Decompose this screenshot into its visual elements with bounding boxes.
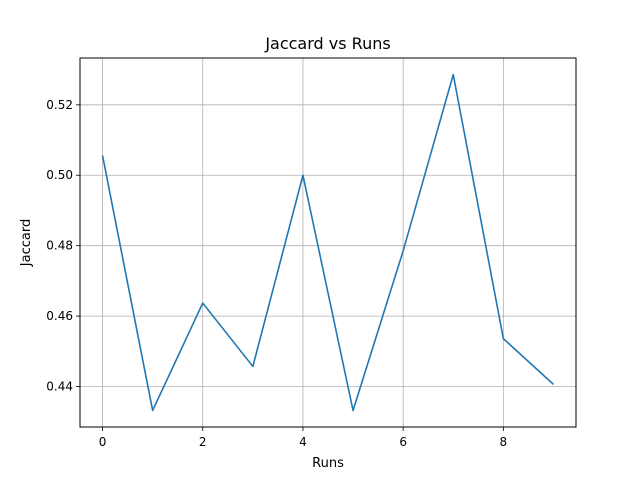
y-axis-label: Jaccard	[19, 219, 34, 267]
plot-frame	[79, 57, 577, 428]
y-tick-label: 0.50	[46, 168, 73, 182]
x-tick-label: 2	[199, 435, 207, 449]
series-layer	[101, 73, 554, 412]
x-axis-label: Runs	[312, 456, 344, 471]
y-tick-label: 0.48	[46, 239, 73, 253]
chart-title: Jaccard vs Runs	[264, 34, 390, 53]
y-tick-label: 0.52	[46, 98, 73, 112]
x-tick-label: 8	[500, 435, 508, 449]
y-tick-label: 0.46	[46, 309, 73, 323]
y-tick-label: 0.44	[46, 380, 73, 394]
y-axis-ticks: 0.44 0.46 0.48 0.50 0.52	[46, 98, 80, 394]
x-tick-label: 4	[299, 435, 307, 449]
grid	[80, 58, 576, 427]
series-line-0	[101, 73, 554, 412]
x-tick-label: 6	[399, 435, 407, 449]
x-axis-ticks: 0 2 4 6 8	[99, 427, 507, 449]
x-tick-label: 0	[99, 435, 107, 449]
